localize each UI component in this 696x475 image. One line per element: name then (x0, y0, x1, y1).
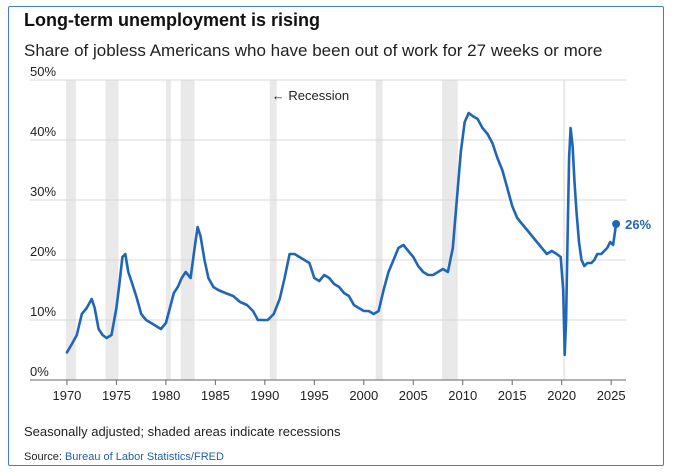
x-tick-label: 2010 (448, 388, 477, 403)
chart-note: Seasonally adjusted; shaded areas indica… (24, 424, 341, 439)
line-chart: 0%10%20%30%40%50% 1970 1975 1980 1985 1990 19… (30, 64, 652, 403)
x-tick-label: 2025 (597, 388, 626, 403)
x-tick-label: 1970 (52, 388, 81, 403)
chart-title: Long-term unemployment is rising (24, 10, 321, 30)
y-tick-label: 0% (30, 364, 49, 379)
y-tick-label: 30% (30, 184, 56, 199)
x-tick-label: 1975 (102, 388, 131, 403)
x-tick-label: 2005 (399, 388, 428, 403)
x-tick-label: 1995 (300, 388, 329, 403)
x-tick-label: 1990 (250, 388, 279, 403)
end-marker-group: 26% (612, 217, 652, 232)
axes: 1970 1975 1980 1985 1990 1995 2000 2005 2010 2015… (52, 380, 626, 403)
end-value-label: 26% (625, 217, 651, 232)
recession-band (269, 80, 277, 380)
chart-subtitle: Share of jobless Americans who have been… (24, 41, 603, 60)
series (65, 111, 618, 357)
y-tick-label: 20% (30, 244, 56, 259)
recession-bands (65, 80, 566, 380)
recession-annotation: ← Recession (272, 88, 349, 103)
source-line: Source: Bureau of Labor Statistics/FRED (24, 451, 224, 463)
source-prefix: Source: (24, 451, 65, 463)
end-point (612, 220, 621, 228)
gridlines: 0% 10% 20% 30% 40% 50% (30, 64, 626, 381)
y-tick-label: 40% (30, 124, 56, 139)
series-line (65, 111, 618, 357)
recession-band (180, 80, 195, 380)
recession-band (375, 80, 383, 380)
recession-band (563, 80, 566, 380)
recession-band (441, 80, 458, 380)
x-tick-label: 2020 (547, 388, 576, 403)
recession-band (105, 80, 119, 380)
recession-band (65, 80, 76, 380)
x-tick-label: 2015 (498, 388, 527, 403)
x-tick-label: 2000 (349, 388, 378, 403)
source-link[interactable]: Bureau of Labor Statistics/FRED (64, 451, 224, 463)
y-tick-label: 10% (30, 304, 56, 319)
x-tick-label: 1985 (201, 388, 230, 403)
recession-band (165, 80, 171, 380)
x-tick-label: 1980 (151, 388, 180, 403)
y-tick-label: 50% (30, 64, 56, 79)
